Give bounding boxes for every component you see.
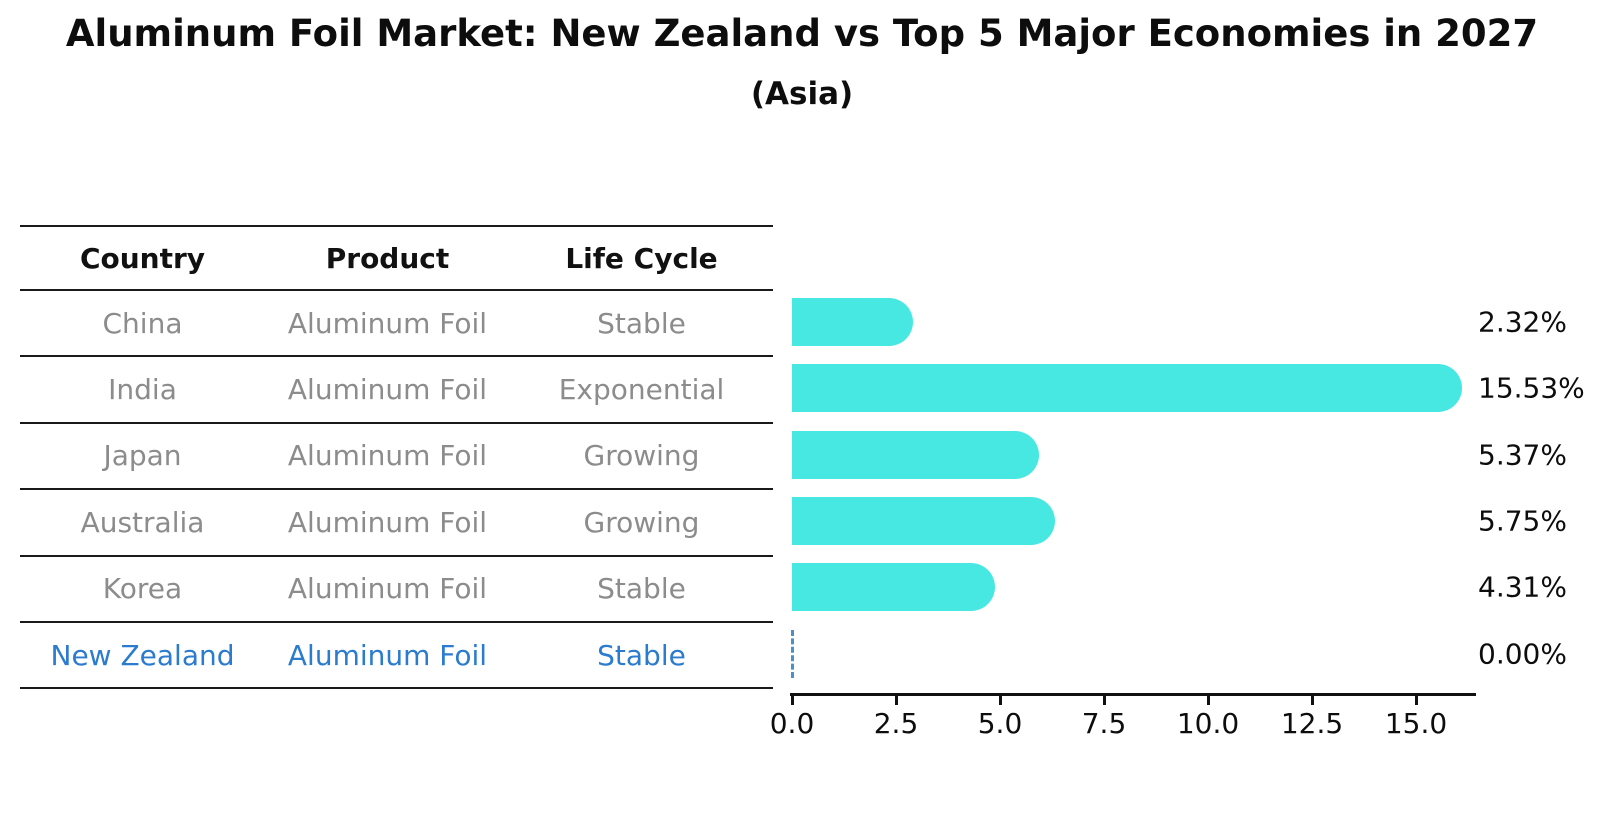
cell-product: Aluminum Foil <box>287 638 488 672</box>
table-row: Korea Aluminum Foil Stable <box>20 557 773 623</box>
cell-product: Aluminum Foil <box>287 439 488 473</box>
cell-life-cycle: Stable <box>597 638 686 672</box>
x-axis-tick <box>1206 696 1210 705</box>
cell-country: India <box>108 373 177 407</box>
table-row: China Aluminum Foil Stable <box>20 291 773 358</box>
bar-korea <box>792 563 996 612</box>
cell-life-cycle: Growing <box>583 505 700 539</box>
x-axis-tick-label: 5.0 <box>977 707 1023 740</box>
table-row: India Aluminum Foil Exponential <box>20 357 773 424</box>
table-header-row: Country Product Life Cycle <box>20 227 773 291</box>
bar-value-label: 5.75% <box>1478 504 1567 538</box>
x-axis-tick-label: 10.0 <box>1176 707 1240 740</box>
table-body: China Aluminum Foil Stable India Aluminum Fo… <box>20 291 773 690</box>
cell-product: Aluminum Foil <box>287 373 488 407</box>
x-axis-tick-label: 15.0 <box>1384 707 1448 740</box>
column-header-country: Country <box>79 241 206 275</box>
bar-australia <box>792 497 1056 546</box>
cell-country: China <box>102 306 183 340</box>
cell-product: Aluminum Foil <box>287 572 488 606</box>
x-axis-tick <box>1310 696 1314 705</box>
bar-value-label: 4.31% <box>1478 570 1567 604</box>
cell-country: New Zealand <box>50 638 235 672</box>
x-axis-tick-label: 0.0 <box>769 707 815 740</box>
x-axis-line <box>790 693 1476 696</box>
x-axis-tick-label: 12.5 <box>1280 707 1344 740</box>
bar-value-label: 2.32% <box>1478 305 1567 339</box>
x-axis-tick-label: 2.5 <box>873 707 919 740</box>
cell-life-cycle: Stable <box>597 306 686 340</box>
cell-product: Aluminum Foil <box>287 306 488 340</box>
table-row: Australia Aluminum Foil Growing <box>20 490 773 557</box>
x-axis-tick <box>998 696 1002 705</box>
country-table: Country Product Life Cycle China Aluminum… <box>20 225 773 690</box>
cell-country: Australia <box>80 505 205 539</box>
x-axis-tick <box>894 696 898 705</box>
x-axis-tick <box>790 696 794 705</box>
bar-value-label: 0.00% <box>1478 637 1567 671</box>
cell-country: Korea <box>102 572 183 606</box>
x-axis-tick <box>1414 696 1418 705</box>
column-header-life-cycle: Life Cycle <box>565 241 718 275</box>
cell-product: Aluminum Foil <box>287 505 488 539</box>
bar-china <box>792 298 913 347</box>
column-header-product: Product <box>325 241 450 275</box>
zero-value-dashed-line <box>791 629 794 678</box>
table-row: New Zealand Aluminum Foil Stable <box>20 623 773 690</box>
chart-title: Aluminum Foil Market: New Zealand vs Top… <box>65 12 1539 55</box>
bar-value-label: 15.53% <box>1478 371 1585 405</box>
table-row: Japan Aluminum Foil Growing <box>20 424 773 491</box>
bar-value-label: 5.37% <box>1478 438 1567 472</box>
cell-life-cycle: Growing <box>583 439 700 473</box>
x-axis-tick <box>1102 696 1106 705</box>
bar-india <box>792 364 1463 413</box>
chart-subtitle: (Asia) <box>750 76 854 112</box>
bar-japan <box>792 430 1040 479</box>
cell-life-cycle: Exponential <box>558 373 725 407</box>
cell-life-cycle: Stable <box>597 572 686 606</box>
x-axis-tick-label: 7.5 <box>1081 707 1127 740</box>
cell-country: Japan <box>103 439 182 473</box>
